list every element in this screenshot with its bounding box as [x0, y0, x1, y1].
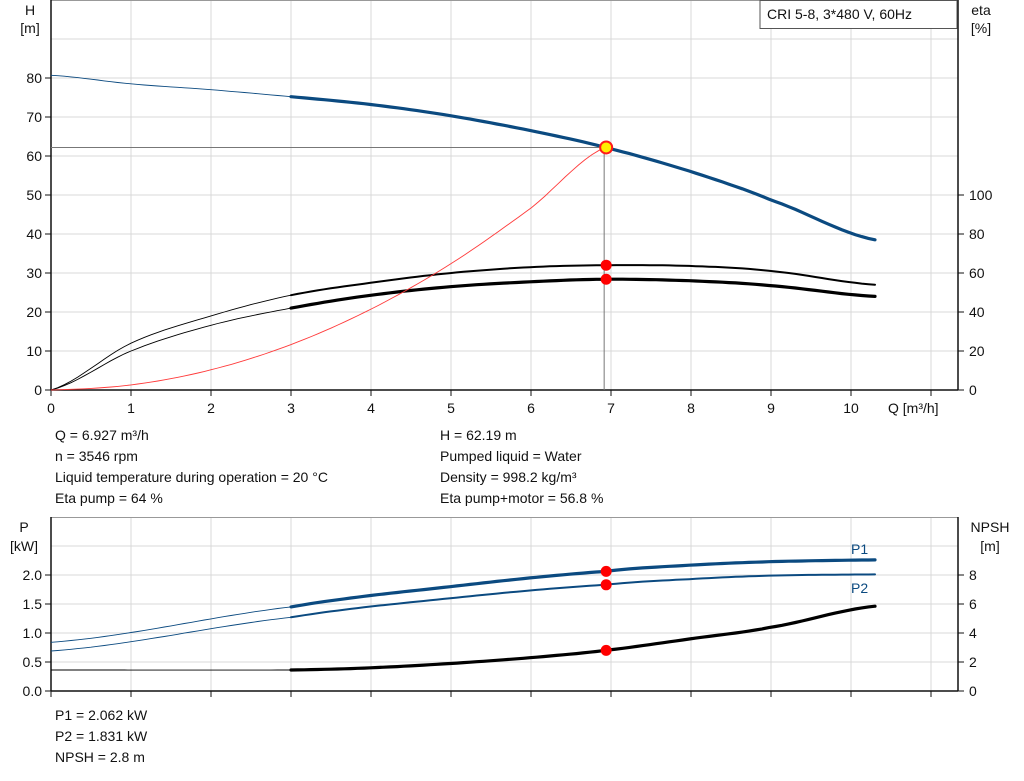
p2-curve-extrapolated — [50, 616, 292, 652]
info-temperature: Liquid temperature during operation = 20… — [55, 469, 328, 485]
head-curve-extrapolated — [50, 74, 292, 98]
info-bottom: P1 = 2.062 kW P2 = 1.831 kW NPSH = 2.8 m — [55, 707, 148, 765]
y-tick-label-left: 30 — [26, 265, 42, 281]
info-p1: P1 = 2.062 kW — [55, 707, 148, 723]
head-curve — [289, 95, 877, 242]
legend-text: CRI 5-8, 3*480 V, 60Hz — [767, 6, 912, 22]
p1-series-label: P1 — [851, 541, 868, 557]
y-tick-label-right: 6 — [969, 596, 977, 612]
p2-marker — [600, 579, 612, 591]
x-tick-label: 7 — [607, 400, 615, 416]
y-tick-label-left: 10 — [26, 343, 42, 359]
top-chart-grid: 0 10 20 30 40 50 60 70 80 0 20 40 60 80 100 0 1 2 3 4 5 6 7 8 9 1… — [26, 0, 993, 416]
duty-point-markers — [51, 140, 614, 656]
y-tick-label-left: 40 — [26, 226, 42, 242]
y-tick-label-left: 60 — [26, 148, 42, 164]
y-tick-label-left: 0 — [34, 382, 42, 398]
x-tick-label: 4 — [367, 400, 375, 416]
legend-box: CRI 5-8, 3*480 V, 60Hz — [759, 0, 958, 29]
q-axis-label: Q [m³/h] — [888, 400, 939, 416]
eta-pump-curve — [290, 264, 876, 297]
x-tick-label: 8 — [687, 400, 695, 416]
x-tick-label: 10 — [843, 400, 859, 416]
x-tick-label: 0 — [47, 400, 55, 416]
npsh-axis-label: NPSH — [971, 519, 1010, 535]
info-top-right: H = 62.19 m Pumped liquid = Water Densit… — [440, 427, 603, 506]
system-curve-curve — [50, 147, 606, 391]
duty-point-marker — [599, 140, 614, 155]
eta-pump-motor-curve — [289, 277, 877, 310]
p2-curve — [290, 573, 876, 619]
h-axis-unit: [m] — [20, 20, 39, 36]
p1-marker — [600, 565, 612, 577]
y-tick-label-right: 0 — [969, 382, 977, 398]
info-density: Density = 998.2 kg/m³ — [440, 469, 577, 485]
h-axis-label: H — [25, 2, 35, 18]
x-tick-label: 2 — [207, 400, 215, 416]
y-tick-label-left: 1.0 — [23, 625, 43, 641]
eta-total-marker — [600, 273, 612, 285]
curves — [50, 74, 877, 672]
info-p2: P2 = 1.831 kW — [55, 728, 148, 744]
y-tick-label-right: 0 — [969, 683, 977, 699]
npsh-axis-unit: [m] — [980, 538, 999, 554]
x-tick-label: 9 — [767, 400, 775, 416]
y-tick-label-right: 60 — [969, 265, 985, 281]
info-top-left: Q = 6.927 m³/h n = 3546 rpm Liquid tempe… — [55, 427, 328, 506]
p-axis-label: P — [19, 519, 28, 535]
info-eta-total: Eta pump+motor = 56.8 % — [440, 490, 603, 506]
y-tick-label-left: 1.5 — [23, 596, 43, 612]
y-tick-label-left: 80 — [26, 70, 42, 86]
y-tick-label-right: 2 — [969, 654, 977, 670]
p1-curve — [289, 558, 877, 609]
x-tick-label: 3 — [287, 400, 295, 416]
y-tick-label-right: 40 — [969, 304, 985, 320]
x-tick-label: 5 — [447, 400, 455, 416]
y-tick-label-right: 100 — [969, 187, 993, 203]
info-liquid: Pumped liquid = Water — [440, 448, 582, 464]
npsh-curve — [289, 604, 877, 672]
y-tick-label-right: 80 — [969, 226, 985, 242]
eta-pump-marker — [600, 259, 612, 271]
info-q: Q = 6.927 m³/h — [55, 427, 149, 443]
eta-axis-unit: [%] — [971, 20, 991, 36]
p2-series-label: P2 — [851, 580, 868, 596]
bottom-chart-grid: 0.0 0.5 1.0 1.5 2.0 0 2 4 6 8 — [23, 517, 977, 699]
p1-curve-extrapolated — [50, 606, 292, 643]
y-tick-label-right: 8 — [969, 567, 977, 583]
y-tick-label-left: 20 — [26, 304, 42, 320]
y-tick-label-left: 70 — [26, 109, 42, 125]
info-speed: n = 3546 rpm — [55, 448, 138, 464]
info-npsh: NPSH = 2.8 m — [55, 749, 145, 765]
info-eta-pump: Eta pump = 64 % — [55, 490, 163, 506]
p-axis-unit: [kW] — [10, 538, 38, 554]
y-tick-label-left: 0.5 — [23, 654, 43, 670]
y-tick-label-left: 50 — [26, 187, 42, 203]
y-tick-label-left: 2.0 — [23, 567, 43, 583]
y-tick-label-right: 20 — [969, 343, 985, 359]
x-tick-label: 6 — [527, 400, 535, 416]
y-tick-label-left: 0.0 — [23, 683, 43, 699]
y-tick-label-right: 4 — [969, 625, 977, 641]
eta-pump-motor-curve-extrapolated — [50, 307, 292, 391]
x-tick-label: 1 — [127, 400, 135, 416]
eta-axis-label: eta — [971, 2, 991, 18]
npsh-marker — [600, 644, 612, 656]
info-h: H = 62.19 m — [440, 427, 517, 443]
eta-pump-curve-extrapolated — [50, 294, 292, 391]
